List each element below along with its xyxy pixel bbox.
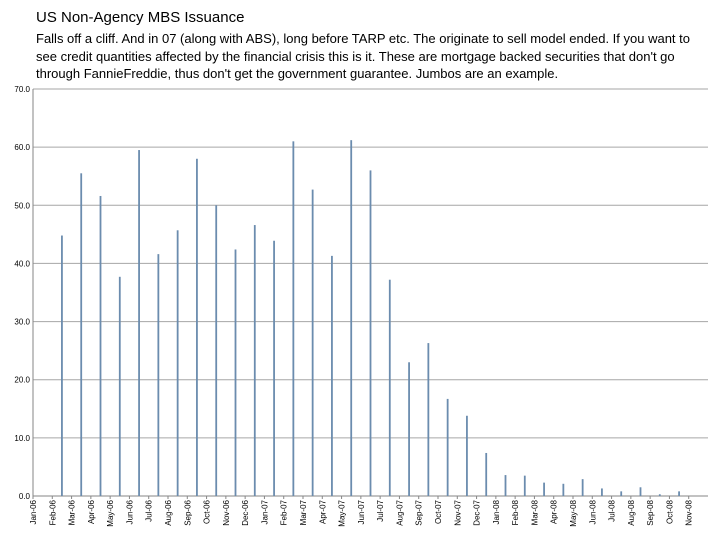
y-tick-label: 60.0 <box>14 143 30 152</box>
x-tick-label: Feb-06 <box>48 499 57 525</box>
x-tick-label: Oct-07 <box>434 499 443 524</box>
y-tick-label: 40.0 <box>14 259 30 268</box>
bar <box>523 475 526 496</box>
bar <box>543 482 545 496</box>
bar <box>446 398 449 496</box>
x-tick-label: Mar-07 <box>299 499 308 525</box>
chart-title: US Non-Agency MBS Issuance <box>36 9 245 26</box>
x-tick-label: Jan-06 <box>29 499 38 524</box>
bar <box>562 483 565 496</box>
bar <box>427 343 430 496</box>
bar <box>369 170 372 496</box>
x-tick-label: May-08 <box>569 499 578 526</box>
bars <box>61 140 680 497</box>
bar <box>331 255 333 496</box>
x-tick-label: Aug-06 <box>164 499 173 525</box>
chart-subtitle: Falls off a cliff. And in 07 (along with… <box>36 31 690 81</box>
bar <box>157 254 160 496</box>
bar <box>215 205 218 497</box>
x-tick-label: Apr-08 <box>550 499 559 524</box>
x-tick-label: May-07 <box>338 499 347 526</box>
bar <box>234 249 237 496</box>
bar <box>620 491 623 496</box>
bar <box>273 240 275 496</box>
bar <box>658 494 661 496</box>
y-axis-ticks: 0.0 10.0 20.0 30.0 40.0 50.0 60.0 70.0 <box>14 85 30 501</box>
bar <box>292 141 295 497</box>
y-tick-label: 10.0 <box>14 434 30 443</box>
x-tick-label: Mar-06 <box>68 499 77 525</box>
bar <box>80 173 83 497</box>
x-tick-label: Aug-08 <box>627 499 636 525</box>
x-tick-label: Sep-06 <box>183 499 192 525</box>
x-tick-label: Apr-07 <box>318 499 327 524</box>
x-tick-label: Apr-06 <box>87 499 96 524</box>
x-tick-label: Jan-08 <box>492 499 501 524</box>
bar <box>99 195 102 497</box>
bar <box>61 235 63 496</box>
x-tick-label: Sep-07 <box>415 499 424 525</box>
x-tick-label: May-06 <box>106 499 115 526</box>
x-tick-label: Mar-08 <box>530 499 539 525</box>
x-tick-label: Jul-07 <box>376 499 385 521</box>
y-tick-label: 0.0 <box>19 492 31 501</box>
x-tick-label: Jun-06 <box>125 499 134 524</box>
bar <box>504 475 507 496</box>
bar <box>601 488 603 496</box>
x-tick-label: Dec-07 <box>473 499 482 525</box>
x-tick-label: Feb-07 <box>280 499 289 525</box>
x-tick-label: Nov-08 <box>685 499 694 525</box>
bar <box>176 230 179 496</box>
x-tick-label: Jun-07 <box>357 499 366 524</box>
bar <box>253 225 256 496</box>
bar <box>485 452 488 496</box>
x-tick-label: Oct-06 <box>203 499 212 524</box>
bar <box>408 362 410 496</box>
x-tick-label: Nov-07 <box>453 499 462 525</box>
x-tick-label: Dec-06 <box>241 499 250 525</box>
bar <box>118 276 121 496</box>
x-tick-label: Jul-08 <box>608 499 617 521</box>
bar <box>581 479 584 496</box>
x-tick-label: Nov-06 <box>222 499 231 525</box>
y-tick-label: 30.0 <box>14 318 30 327</box>
x-axis-ticks: Jan-06 Feb-06 Mar-06 Apr-06 May-06 Jun-06 Jul-… <box>29 496 694 527</box>
x-tick-label: Aug-07 <box>395 499 404 525</box>
x-tick-label: Sep-08 <box>646 499 655 525</box>
y-tick-label: 50.0 <box>14 201 30 210</box>
x-tick-label: Jul-06 <box>145 499 154 521</box>
bar <box>466 415 468 496</box>
bar <box>639 487 642 496</box>
y-tick-label: 70.0 <box>14 85 30 94</box>
x-tick-label: Feb-08 <box>511 499 520 525</box>
bar <box>388 279 391 496</box>
bar <box>196 158 198 496</box>
bar <box>678 491 680 496</box>
x-tick-label: Jun-08 <box>588 499 597 524</box>
bar <box>138 150 140 497</box>
x-tick-label: Oct-08 <box>665 499 674 524</box>
y-tick-label: 20.0 <box>14 376 30 385</box>
x-tick-label: Jan-07 <box>260 499 269 524</box>
bar <box>311 189 314 496</box>
bar <box>350 140 353 496</box>
